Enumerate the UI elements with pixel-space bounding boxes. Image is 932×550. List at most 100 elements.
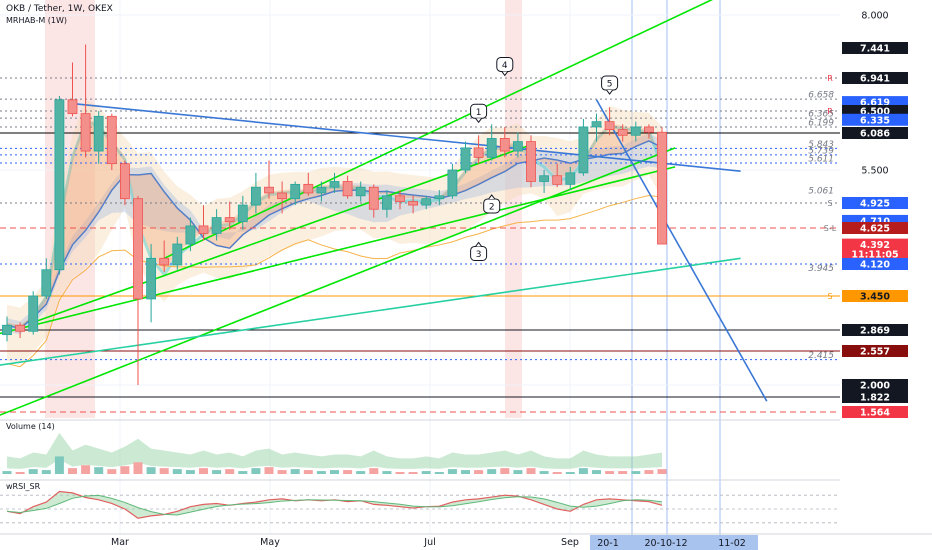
level-badge — [842, 391, 908, 403]
level-badge-label: 4.625 — [860, 224, 890, 235]
level-badge — [842, 42, 908, 54]
level-tag: R — [827, 74, 833, 83]
candle-body — [93, 115, 104, 152]
candle-body — [395, 195, 405, 202]
candle-body — [159, 257, 170, 266]
volume-bar — [343, 470, 353, 474]
level-badge-label: 3.450 — [860, 292, 890, 303]
level-badge — [842, 197, 908, 209]
candle-body — [644, 126, 654, 133]
volume-bar — [107, 469, 117, 474]
candle-body — [41, 269, 52, 297]
volume-bar — [2, 471, 12, 474]
trendline — [0, 166, 676, 335]
level-inline-label: 5.061 — [808, 187, 834, 197]
candle-body — [408, 201, 419, 206]
slow-ma — [6, 195, 663, 368]
volume-bar — [41, 470, 51, 474]
candle-body — [513, 141, 523, 152]
trendlines — [0, 0, 768, 416]
level-tag: R — [827, 107, 833, 116]
level-badge — [842, 379, 908, 391]
candle-body — [54, 99, 65, 271]
level-tag: S-L — [824, 224, 837, 233]
time-tick-label: May — [260, 537, 280, 548]
candle-body — [604, 121, 615, 130]
volume-bar — [539, 471, 549, 474]
volume-cloud — [7, 432, 662, 469]
level-inline-label: 3.945 — [808, 264, 834, 274]
candle-body — [355, 186, 366, 197]
level-inline-label: 5.739 — [808, 146, 834, 156]
blue-cloud — [7, 133, 662, 335]
time-range-highlight — [590, 535, 758, 550]
volume-bar — [356, 471, 366, 474]
level-badge-label: 1.822 — [860, 393, 890, 404]
symbol-title: OKB / Tether, 1W, OKEX — [6, 4, 113, 14]
axis-background — [840, 0, 932, 550]
level-badge-label: 4.120 — [860, 260, 890, 271]
volume-bar — [28, 469, 38, 474]
volume-bar — [474, 470, 484, 474]
candle-body — [28, 295, 39, 332]
volume-bar — [408, 472, 418, 474]
volume-bar — [172, 469, 182, 474]
time-tick-label: Sep — [561, 537, 579, 548]
volume-bar — [15, 472, 25, 474]
level-badge-label: 11:11:05 — [851, 250, 898, 261]
candle-body — [211, 217, 222, 234]
level-inline-label: 2.415 — [808, 351, 834, 361]
level-badge-label: 6.619 — [860, 98, 890, 109]
wave-label-pointer — [606, 89, 613, 95]
time-tick-label: Mar — [111, 537, 129, 548]
level-badge — [842, 222, 908, 234]
level-badge-label: 4.710 — [860, 216, 890, 227]
highlight-band — [505, 0, 522, 418]
rsi-signal-line — [6, 494, 663, 516]
volume-bar — [199, 468, 208, 474]
volume-bar — [238, 471, 248, 474]
candle-body — [290, 183, 301, 200]
volume-bar — [644, 470, 654, 474]
candle-body — [185, 225, 196, 245]
level-tag: S — [827, 292, 832, 301]
wave-label: 1 — [476, 108, 482, 118]
level-inline-label: 6.365 — [808, 110, 834, 120]
level-badge-label: 6.941 — [860, 74, 890, 85]
trendline — [595, 99, 768, 402]
candle-body — [329, 181, 340, 188]
time-highlight-label: 20-10-12 — [644, 538, 687, 549]
candle-body — [237, 204, 248, 223]
volume-bar — [54, 456, 64, 474]
level-tag: S — [827, 199, 832, 208]
candle-body — [15, 324, 26, 332]
volume-bar — [526, 468, 536, 474]
time-highlight-label: 20-1 — [597, 538, 619, 549]
volume-pane: 400M200M0 — [0, 419, 932, 481]
candle-body — [552, 175, 563, 185]
level-badge — [842, 345, 908, 357]
orange-ribbon — [7, 118, 662, 329]
wave-label-pointer — [475, 241, 482, 247]
level-inline-label: 5.611 — [808, 154, 834, 164]
volume-bar — [513, 470, 523, 474]
candle-body — [578, 126, 589, 174]
candle-body — [303, 183, 314, 194]
volume-bar — [578, 468, 588, 474]
candle-body — [277, 192, 288, 200]
candle-body — [473, 147, 484, 158]
level-badge-label: 2.557 — [860, 347, 890, 358]
volume-bar — [592, 470, 601, 474]
level-badge — [842, 72, 908, 84]
volume-bar — [330, 470, 339, 474]
volume-bar — [316, 471, 326, 474]
time-axis: Mar May Jul Sep 20-1 20-10-12 11-02 — [0, 533, 932, 550]
candle-body — [264, 186, 274, 194]
level-badge-label: 4.392 — [860, 240, 890, 251]
candle-body — [120, 163, 130, 200]
price-tick-label: 8.000 — [861, 11, 888, 22]
level-badge-label: 4.925 — [860, 199, 890, 210]
volume-bar — [618, 471, 628, 474]
